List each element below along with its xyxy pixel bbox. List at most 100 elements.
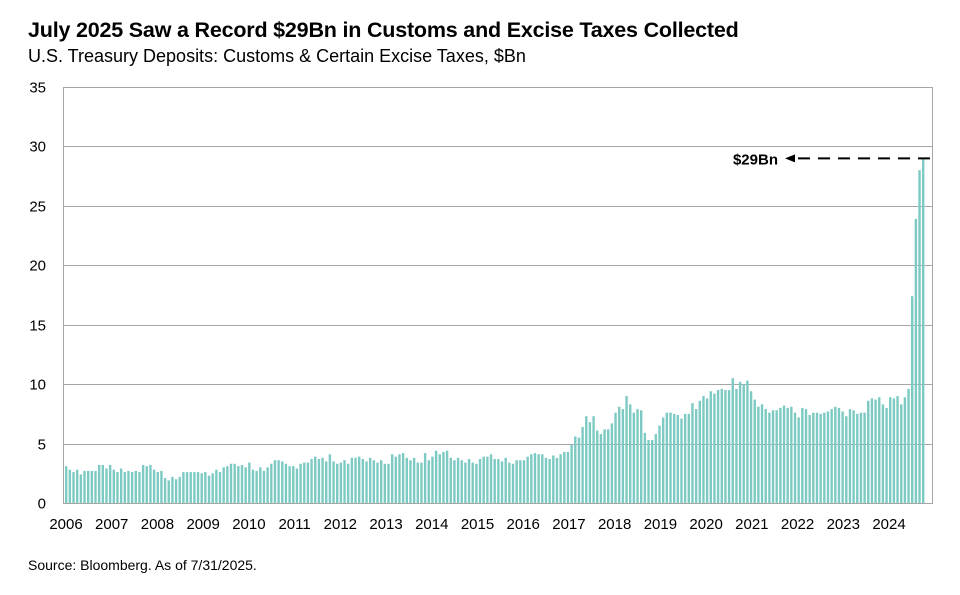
bar: [185, 472, 189, 503]
bar: [823, 412, 826, 503]
bar: [786, 407, 789, 503]
chart-title: July 2025 Saw a Record $29Bn in Customs …: [28, 18, 739, 42]
bar: [387, 463, 390, 503]
bar: [266, 467, 269, 503]
bar: [145, 466, 148, 503]
bar: [75, 469, 79, 503]
bar: [493, 459, 496, 503]
bar: [262, 470, 266, 503]
bar: [632, 412, 636, 503]
bar: [610, 423, 614, 503]
x-tick-label: 2017: [552, 516, 585, 533]
bar: [486, 456, 489, 503]
bar: [460, 460, 463, 503]
bar: [592, 416, 595, 503]
bar: [156, 472, 159, 503]
bar: [519, 460, 522, 503]
bar: [654, 434, 658, 503]
bar: [354, 457, 357, 503]
y-tick-label: 20: [29, 258, 46, 275]
bar: [453, 460, 456, 503]
source-note: Source: Bloomberg. As of 7/31/2025.: [28, 557, 257, 573]
x-tick-label: 2010: [232, 516, 265, 533]
bar: [167, 480, 170, 503]
x-tick-label: 2020: [689, 516, 722, 533]
bar: [676, 415, 680, 503]
y-tick-label: 30: [29, 139, 46, 156]
annotation-label: $29Bn: [733, 151, 778, 168]
x-tick-label: 2018: [598, 516, 631, 533]
bar: [138, 472, 141, 503]
bar: [746, 380, 749, 503]
bar: [661, 417, 665, 503]
bar: [336, 463, 339, 503]
bar: [207, 475, 211, 503]
bar: [163, 478, 167, 503]
bar: [152, 469, 156, 503]
bar: [292, 466, 295, 503]
bar: [449, 457, 452, 503]
x-tick-label: 2006: [49, 516, 82, 533]
bar: [687, 413, 691, 503]
bar: [793, 412, 797, 503]
bar: [394, 456, 398, 503]
bar: [90, 470, 94, 503]
bar: [870, 398, 874, 503]
bar: [226, 466, 229, 503]
bar: [669, 412, 672, 503]
x-tick-label: 2008: [141, 516, 174, 533]
bar: [482, 456, 485, 503]
bar: [445, 450, 449, 503]
bar: [500, 461, 504, 503]
bar: [141, 464, 145, 503]
bar: [757, 406, 760, 503]
bar: [68, 469, 72, 503]
bar: [401, 453, 405, 503]
bar: [749, 391, 753, 503]
bar: [86, 470, 90, 503]
bar: [478, 459, 482, 503]
bar: [801, 407, 804, 503]
bar: [775, 410, 778, 503]
bar: [317, 459, 321, 503]
x-tick-label: 2009: [186, 516, 219, 533]
bar: [215, 469, 218, 503]
bar: [588, 422, 592, 503]
bar: [332, 461, 335, 503]
bar: [852, 410, 855, 503]
x-tick-label: 2016: [507, 516, 540, 533]
bar: [405, 457, 408, 503]
bar: [922, 158, 925, 503]
bar: [149, 464, 152, 503]
bar: [347, 463, 350, 503]
bars: [65, 158, 925, 503]
bar: [742, 384, 745, 503]
x-tick-label: 2012: [324, 516, 357, 533]
bar: [94, 470, 97, 503]
x-tick-label: 2011: [278, 516, 310, 533]
bar: [815, 412, 819, 503]
x-tick-label: 2013: [369, 516, 402, 533]
bar: [720, 388, 723, 503]
bar: [423, 453, 427, 503]
y-tick-label: 0: [38, 496, 46, 513]
bar: [881, 404, 885, 503]
bar: [65, 466, 68, 503]
bar: [229, 463, 233, 503]
bar: [889, 397, 892, 503]
x-tick-label: 2007: [95, 516, 128, 533]
bar: [599, 434, 603, 503]
bar: [108, 464, 112, 503]
bar: [390, 454, 394, 503]
bar: [859, 412, 863, 503]
bar: [541, 454, 544, 503]
bar: [768, 412, 771, 503]
bar: [383, 463, 387, 503]
bar: [790, 406, 793, 503]
bar: [196, 472, 200, 503]
bar: [672, 413, 676, 503]
bar: [555, 457, 559, 503]
plot-frame: [63, 87, 933, 504]
bar: [97, 464, 101, 503]
bar: [475, 463, 478, 503]
